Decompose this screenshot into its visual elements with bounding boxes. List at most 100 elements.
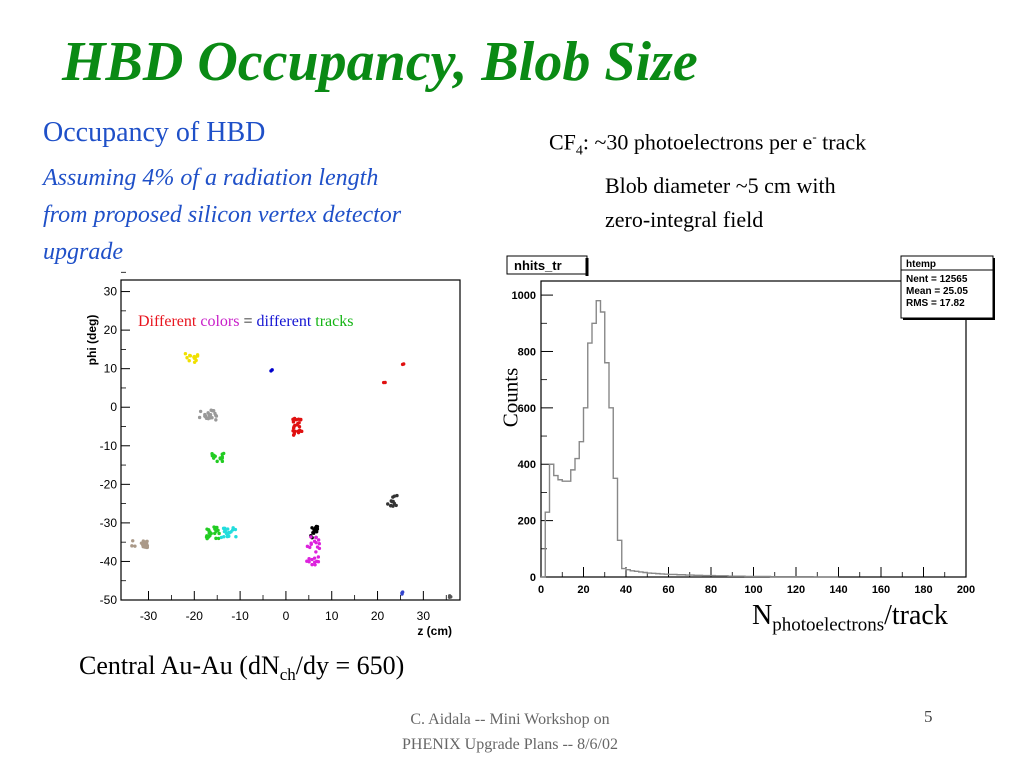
scatter-point <box>316 538 321 542</box>
x-tick-label: 20 <box>371 609 385 623</box>
x-tick-label: 120 <box>787 584 805 596</box>
legend-word: Different <box>138 313 197 330</box>
y-axis-label: phi (deg) <box>85 315 99 366</box>
cf4-line-3: zero-integral field <box>605 206 764 232</box>
scatter-point <box>307 557 311 561</box>
scatter-point <box>312 556 317 560</box>
scatter-point <box>145 544 150 548</box>
scatter-point <box>130 544 134 548</box>
scatter-point <box>141 544 145 549</box>
scatter-point <box>307 559 311 564</box>
scatter-point <box>310 557 314 562</box>
track-cluster <box>197 408 219 422</box>
legend-word: different <box>252 313 311 330</box>
scatter-point <box>299 429 303 433</box>
scatter-point <box>213 411 217 416</box>
occupancy-heading: Occupancy of HBD <box>43 117 266 148</box>
scatter-point <box>226 527 230 531</box>
stats-entry: RMS = 17.82 <box>906 298 965 309</box>
scatter-point <box>213 454 217 458</box>
scatter-point <box>131 539 135 543</box>
scatter-point <box>233 527 238 532</box>
page-title: HBD Occupancy, Blob Size <box>62 31 698 93</box>
track-cluster <box>204 525 221 541</box>
track-cluster <box>386 493 399 508</box>
scatter-point <box>217 531 221 536</box>
track-cluster <box>400 362 406 367</box>
stats-entry: Nent = 12565 <box>906 274 968 285</box>
scatter-point <box>206 411 210 415</box>
counts-axis-label: Counts <box>498 367 523 428</box>
legend-word: = <box>239 313 252 330</box>
track-cluster <box>269 368 274 373</box>
y-tick-label: -50 <box>100 593 118 607</box>
cf4-text: : ~30 photoelectrons per e <box>582 129 813 155</box>
scatter-point <box>317 546 322 551</box>
y-tick-label: -30 <box>100 516 118 530</box>
x-tick-label: -10 <box>231 609 249 623</box>
track-cluster <box>130 539 150 550</box>
occupancy-line-2: from proposed silicon vertex detector <box>43 202 402 228</box>
y-tick-label: 800 <box>518 346 536 358</box>
scatter-point <box>183 352 188 356</box>
x-tick-label: 0 <box>283 609 290 623</box>
legend-word: tracks <box>311 313 353 330</box>
occupancy-line-3: upgrade <box>43 239 123 265</box>
scatter-point <box>219 535 224 540</box>
scatter-frame <box>120 279 461 601</box>
scatter-point <box>317 542 322 546</box>
scatter-point <box>292 416 297 421</box>
track-cluster <box>219 526 238 540</box>
x-tick-label: 0 <box>538 584 544 596</box>
track-cluster <box>381 380 387 385</box>
scatter-point <box>401 362 406 366</box>
scatter-point <box>314 530 319 534</box>
y-tick-label: 30 <box>104 285 118 299</box>
scatter-point <box>214 536 218 541</box>
npe-axis-label: Nphotoelectrons/track <box>752 600 948 637</box>
scatter-point <box>141 539 146 543</box>
scatter-point <box>214 418 218 422</box>
y-tick-label: 600 <box>518 403 536 415</box>
y-tick-label: 400 <box>518 459 536 471</box>
histogram-plot: nhits_tr 0 200 400 600 800 1000 0 20 40 60 80 100 120… <box>506 255 995 596</box>
scatter-point <box>293 423 297 428</box>
scatter-point <box>297 424 302 429</box>
scatter-point <box>216 536 221 541</box>
cf4-superscript: - <box>812 129 817 144</box>
x-tick-label: 80 <box>705 584 717 596</box>
scatter-point <box>381 380 386 385</box>
stats-title: htemp <box>906 259 936 270</box>
scatter-point <box>197 415 202 420</box>
scatter-point <box>223 526 227 531</box>
scatter-point <box>447 594 452 598</box>
scatter-point <box>222 451 226 456</box>
x-tick-label: 200 <box>957 584 975 596</box>
y-tick-label: 20 <box>104 323 118 337</box>
x-tick-label: 140 <box>829 584 847 596</box>
scatter-point <box>316 555 321 559</box>
cf4-description: CF4: ~30 photoelectrons per e- track Blo… <box>549 120 866 237</box>
x-tick-label: -20 <box>186 609 204 623</box>
histogram-name: nhits_tr <box>514 258 562 273</box>
scatter-point <box>218 456 222 460</box>
scatter-point <box>195 354 200 358</box>
histogram-series <box>541 300 839 578</box>
y-tick-label: 200 <box>518 516 536 528</box>
footer-line-1: C. Aidala -- Mini Workshop on <box>410 711 610 728</box>
central-part-a: Central Au-Au (dN <box>79 651 280 680</box>
scatter-point <box>293 429 298 433</box>
scatter-point <box>296 417 301 421</box>
scatter-point <box>225 534 230 539</box>
scatter-point <box>192 355 196 359</box>
scatter-point <box>386 502 390 506</box>
scatter-point <box>198 409 203 414</box>
cf4-line-2: Blob diameter ~5 cm with <box>605 172 836 198</box>
scatter-point <box>310 526 314 530</box>
x-tick-label: 10 <box>325 609 339 623</box>
scatter-point <box>312 560 317 564</box>
track-cluster <box>210 451 226 464</box>
scatter-point <box>310 562 314 567</box>
npe-tail: /track <box>884 600 948 631</box>
